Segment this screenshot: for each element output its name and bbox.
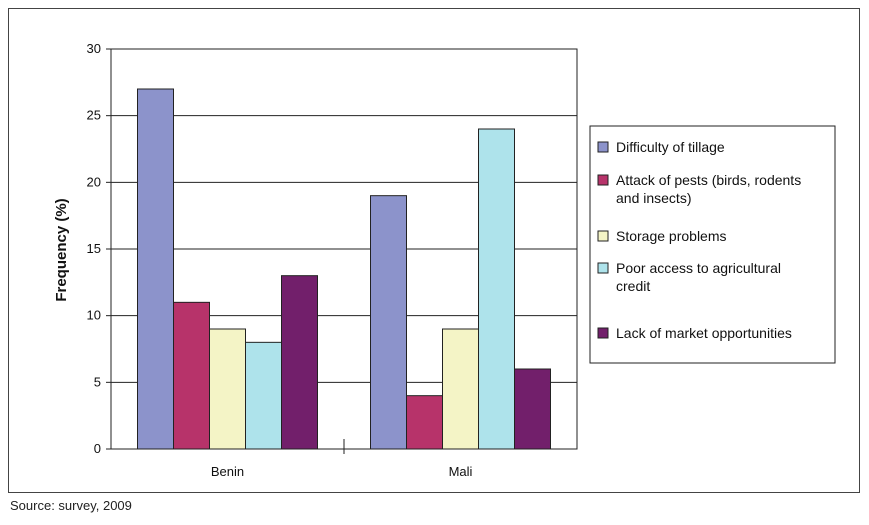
axes bbox=[110, 48, 578, 454]
legend: Difficulty of tillage Attack of pests (bi… bbox=[589, 125, 836, 364]
bar bbox=[281, 275, 318, 450]
y-tick-label: 25 bbox=[87, 108, 101, 123]
legend-label: Storage problems bbox=[616, 228, 727, 244]
legend-swatch bbox=[597, 230, 609, 242]
x-tick-label: Benin bbox=[211, 464, 244, 479]
y-tick-label: 0 bbox=[94, 441, 101, 456]
x-tick-label: Mali bbox=[449, 464, 473, 479]
figure-frame bbox=[8, 8, 860, 493]
bars bbox=[137, 88, 551, 450]
y-axis-label: Frequency (%) bbox=[53, 198, 70, 301]
x-tick-labels: Benin Mali bbox=[211, 464, 473, 479]
bar bbox=[514, 368, 551, 450]
bar bbox=[245, 341, 282, 450]
bar bbox=[209, 328, 246, 450]
bar bbox=[406, 395, 443, 450]
bar bbox=[173, 301, 210, 450]
y-tick-label: 5 bbox=[94, 374, 101, 389]
y-tick-label: 15 bbox=[87, 241, 101, 256]
legend-label: Lack of market opportunities bbox=[616, 325, 792, 341]
y-tick-labels: 0 5 10 15 20 25 30 bbox=[87, 41, 101, 456]
legend-swatch bbox=[597, 141, 609, 153]
legend-label: Difficulty of tillage bbox=[616, 139, 725, 155]
legend-label: Attack of pests (birds, rodents and insec… bbox=[616, 172, 801, 206]
bar bbox=[137, 88, 174, 450]
bar bbox=[478, 128, 515, 450]
legend-swatch bbox=[597, 327, 609, 339]
bar bbox=[370, 195, 407, 450]
source-note: Source: survey, 2009 bbox=[10, 498, 132, 513]
legend-swatch bbox=[597, 174, 609, 186]
legend-swatch bbox=[597, 262, 609, 274]
y-tick-label: 20 bbox=[87, 174, 101, 189]
legend-label: Poor access to agricultural credit bbox=[616, 260, 781, 294]
y-tick-label: 30 bbox=[87, 41, 101, 56]
legend-box bbox=[589, 125, 836, 364]
bar bbox=[442, 328, 479, 450]
y-tick-label: 10 bbox=[87, 308, 101, 323]
